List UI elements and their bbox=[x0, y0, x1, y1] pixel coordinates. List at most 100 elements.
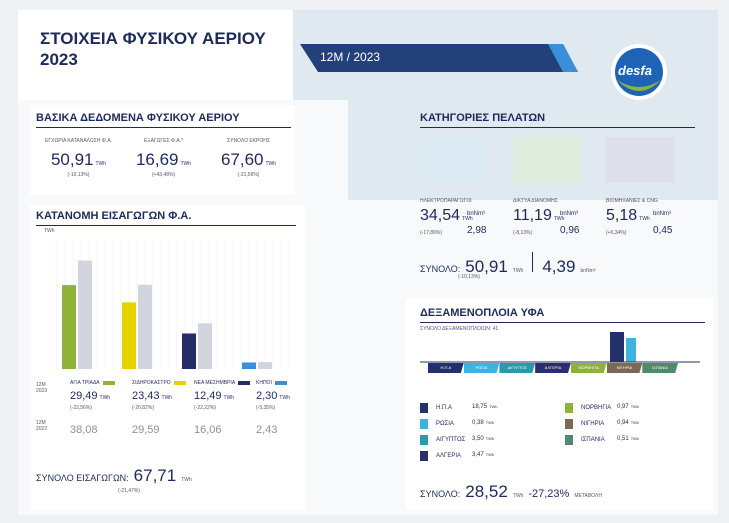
volume: 0,96 bbox=[560, 225, 580, 236]
legend-value: 18,75 TWh bbox=[472, 404, 497, 410]
legend-swatch bbox=[102, 381, 115, 385]
bar bbox=[198, 323, 212, 369]
stat: ΕΓΧΩΡΙΑ ΚΑΤΑΝΑΛΩΣΗ Φ.Α. 50,91 TWh (-10,13%) bbox=[39, 138, 119, 178]
bar bbox=[78, 260, 92, 369]
stat: ΣΥΝΟΛΟ ΕΚΡΟΗΣ 67,60 TWh (-21,56%) bbox=[209, 138, 289, 178]
change: (-22,22%) bbox=[194, 405, 216, 411]
bar bbox=[62, 285, 76, 369]
basic-stats: ΕΓΧΩΡΙΑ ΚΑΤΑΝΑΛΩΣΗ Φ.Α. 50,91 TWh (-10,13%)… bbox=[36, 138, 291, 178]
unit: TWh bbox=[462, 216, 473, 222]
hull-segment: ΑΛΓΕΡΙΑ bbox=[535, 363, 571, 373]
value: 3,47 bbox=[472, 452, 484, 458]
series-name: ΣΙΔΗΡΟΚΑΣΤΡΟ bbox=[132, 380, 186, 386]
legend-value: 0,94 TWh bbox=[617, 420, 639, 426]
section-title: ΔΕΞΑΜΕΝΟΠΛΟΙΑ ΥΦΑ bbox=[420, 307, 705, 323]
legend-label: ΣΙΔΗΡΟΚΑΣΤΡΟ bbox=[132, 380, 171, 386]
unit: TWh bbox=[265, 161, 277, 167]
value: 0,94 bbox=[617, 420, 629, 426]
unit: TWh bbox=[95, 161, 107, 167]
legend-label: Η.Π.Α bbox=[436, 405, 453, 411]
title: ΣΤΟΙΧΕΙΑ ΦΥΣΙΚΟΥ ΑΕΡΙΟΥ 2023 bbox=[40, 28, 266, 70]
lng-legend: Η.Π.Α 18,75 TWh ΡΩΣΙΑ 0,38 TWh ΑΙΓΥΠΤΟΣ 3,50 TWh… bbox=[420, 403, 705, 473]
value-row: 23,43 TWh bbox=[132, 390, 172, 402]
period: 12M / 2023 bbox=[320, 50, 381, 64]
section-title: ΒΑΣΙΚΑ ΔΕΔΟΜΕΝΑ ΦΥΣΙΚΟΥ ΑΕΡΙΟΥ bbox=[36, 112, 291, 128]
unit: TWh bbox=[639, 216, 650, 222]
stat-row: 50,91 TWh bbox=[39, 150, 119, 170]
unit: TWh bbox=[485, 452, 495, 457]
section-title: ΚΑΤΗΓΟΡΙΕΣ ΠΕΛΑΤΩΝ bbox=[420, 112, 695, 128]
title-line: ΣΤΟΙΧΕΙΑ ΦΥΣΙΚΟΥ ΑΕΡΙΟΥ bbox=[40, 29, 266, 48]
legend-label: ΑΙΓΥΠΤΟΣ bbox=[436, 437, 466, 443]
value-2023: 29,49 bbox=[70, 390, 98, 402]
total-change: (-10,13%) bbox=[458, 274, 480, 280]
legend-label: ΝΟΡΒΗΓΙΑ bbox=[581, 405, 612, 411]
category-change: (+6,34%) bbox=[606, 230, 627, 236]
legend-label: ΝΙΓΗΡΙΑ bbox=[581, 421, 605, 427]
legend-swatch bbox=[420, 451, 428, 461]
section-title: ΚΑΤΑΝΟΜΗ ΕΙΣΑΓΩΓΩΝ Φ.Α. bbox=[36, 210, 296, 226]
stat-row: 67,60 TWh bbox=[209, 150, 289, 170]
total-value: 67,71 bbox=[133, 466, 177, 485]
total-label: ΣΥΝΟΛΟ ΕΙΣΑΓΩΓΩΝ: bbox=[36, 473, 129, 483]
ship-tower bbox=[610, 332, 624, 362]
hull-segment: ΝΟΡΒΗΓΙΑ bbox=[570, 363, 607, 373]
unit: TWh bbox=[512, 268, 524, 274]
category-value: 5,18 bbox=[606, 207, 638, 224]
series-name: ΚΗΠΟΙ bbox=[256, 380, 287, 386]
value-2023: 12,49 bbox=[194, 390, 222, 402]
category-icon bbox=[606, 137, 674, 182]
stat-label: ΕΞΑΓΩΓΕΣ Φ.Α.* bbox=[143, 138, 184, 144]
value-2023: 23,43 bbox=[132, 390, 160, 402]
volume-unit: bnNm³ bbox=[560, 211, 579, 217]
unit: TWh bbox=[279, 395, 290, 401]
category-row: 11,19 TWh bbox=[513, 207, 564, 225]
volume-unit: bnNm³ bbox=[467, 211, 486, 217]
unit: TWh bbox=[161, 395, 173, 401]
legend-swatch bbox=[173, 381, 186, 385]
change-label: ΜΕΤΑΒΟΛΗ bbox=[574, 493, 602, 499]
value: 0,51 bbox=[617, 436, 629, 442]
legend-swatch bbox=[565, 435, 573, 445]
unit: TWh bbox=[512, 493, 524, 499]
hull: Η.Π.Α ΡΩΣΙΑ ΑΙΓΥΠΤΟΣ ΑΛΓΕΡΙΑ ΝΟΡΒΗΓΙΑ ΝΙΓΗΡΙΑ… bbox=[428, 363, 679, 373]
customers-total: ΣΥΝΟΛΟ: 50,91 TWh 4,39 bnNm³ bbox=[420, 252, 595, 277]
unit: TWh bbox=[630, 404, 640, 409]
category-row: 34,54 TWh bbox=[420, 207, 473, 225]
hull-segment: ΝΙΓΗΡΙΑ bbox=[606, 363, 643, 373]
stat-label: ΕΓΧΩΡΙΑ ΚΑΤΑΝΑΛΩΣΗ Φ.Α. bbox=[45, 138, 112, 144]
value-row: 2,30 TWh bbox=[256, 390, 290, 402]
volume: 2,98 bbox=[467, 225, 487, 236]
unit: TWh bbox=[630, 420, 640, 425]
total-volume: 4,39 bbox=[542, 257, 576, 276]
value: 0,38 bbox=[472, 420, 484, 426]
series-name: ΑΓΙΑ ΤΡΙΑΔΑ bbox=[70, 380, 115, 386]
unit: TWh bbox=[181, 477, 192, 483]
legend-swatch bbox=[420, 435, 428, 445]
legend-swatch bbox=[274, 381, 287, 385]
logo-text: desfa bbox=[618, 63, 652, 78]
row-label: 12M 2022 bbox=[36, 420, 48, 432]
hull-segment: Η.Π.Α bbox=[428, 363, 464, 373]
total-change: (-21,47%) bbox=[118, 488, 140, 494]
value: 0,97 bbox=[617, 404, 629, 410]
category-label: ΒΙΟΜΗΧΑΝΙΕΣ & CNG bbox=[606, 198, 658, 204]
bar-chart bbox=[50, 241, 290, 369]
imports-total: ΣΥΝΟΛΟ ΕΙΣΑΓΩΓΩΝ: 67,71 TWh bbox=[36, 466, 192, 486]
hull-segment: ΡΩΣΙΑ bbox=[463, 363, 500, 373]
legend-swatch bbox=[565, 419, 573, 429]
title-year: 2023 bbox=[40, 50, 78, 69]
value: 3,50 bbox=[472, 436, 484, 442]
unit: TWh bbox=[485, 420, 495, 425]
legend-swatch bbox=[420, 403, 428, 413]
legend-value: 3,50 TWh bbox=[472, 436, 494, 442]
period-banner bbox=[300, 44, 578, 72]
stat-change: (-21,56%) bbox=[237, 172, 260, 178]
lng-panel bbox=[405, 298, 713, 510]
legend-swatch bbox=[238, 381, 251, 385]
category-value: 11,19 bbox=[513, 207, 552, 224]
legend-value: 0,38 TWh bbox=[472, 420, 494, 426]
total-label: ΣΥΝΟΛΟ: bbox=[420, 489, 461, 499]
banner-tip bbox=[548, 44, 578, 72]
